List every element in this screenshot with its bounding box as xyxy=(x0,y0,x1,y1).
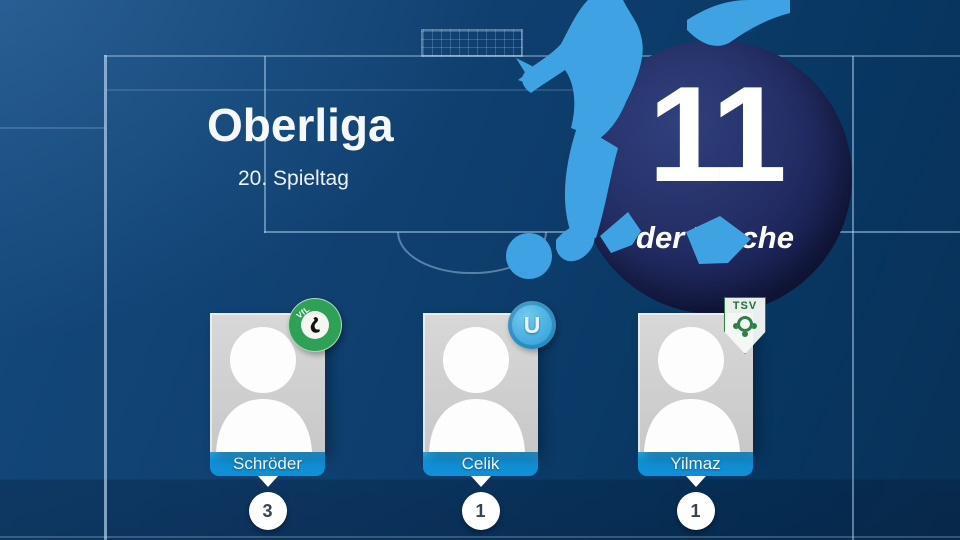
eleven-of-week-badge: 11 der Woche xyxy=(578,40,852,314)
pitch-faint-line xyxy=(106,89,600,91)
silhouette-leg xyxy=(564,124,618,238)
pitch-bottom-line xyxy=(0,536,960,538)
player-card-celik[interactable]: U Celik 1 xyxy=(423,301,556,530)
avatar-silhouette-icon xyxy=(644,327,740,452)
matchday-subtitle: 20. Spieltag xyxy=(238,167,349,190)
eleven-number: 11 xyxy=(648,58,787,210)
player-card-yilmaz[interactable]: TSV Yilmaz 1 xyxy=(638,297,766,530)
silhouette-foot xyxy=(556,224,595,262)
avatar-silhouette-icon xyxy=(216,327,312,452)
pointer-triangle xyxy=(470,476,491,487)
silhouette-arm-right xyxy=(687,0,790,46)
player-name: Schröder xyxy=(210,452,325,476)
football-icon xyxy=(506,233,552,279)
club-badge-text: TSV xyxy=(732,300,758,312)
pointer-triangle xyxy=(685,476,706,487)
player-name: Celik xyxy=(423,452,538,476)
club-badge-emblem xyxy=(301,311,329,339)
avatar-silhouette-icon xyxy=(429,327,525,452)
player-name: Yilmaz xyxy=(638,452,753,476)
silhouette-body xyxy=(522,0,643,139)
vote-count-badge: 1 xyxy=(676,492,715,530)
vote-count-badge: 3 xyxy=(248,492,287,530)
club-badge-text: U xyxy=(523,311,541,338)
pitch-right-sideline xyxy=(852,56,854,540)
pitch-faint-line-left xyxy=(0,127,106,129)
club-badge-u-icon: U xyxy=(508,301,556,349)
page-title: Oberliga xyxy=(207,99,394,151)
vote-count-badge: 1 xyxy=(461,492,500,530)
silhouette-hand xyxy=(516,58,534,86)
silhouette-shoe xyxy=(600,212,641,253)
pitch-left-sideline xyxy=(104,55,107,540)
footballer-silhouette-icon xyxy=(506,0,790,279)
silhouette-trailing-leg xyxy=(686,216,751,264)
pointer-triangle xyxy=(257,476,278,487)
player-card-schroeder[interactable]: VfL Schröder 3 xyxy=(210,298,342,530)
goal-net-icon xyxy=(421,29,523,57)
pitch-penalty-box-left-line xyxy=(264,56,266,233)
pitch-goal-line xyxy=(104,55,960,57)
club-badge-emblem xyxy=(737,316,753,332)
club-badge-vfl-icon: VfL xyxy=(288,298,342,352)
